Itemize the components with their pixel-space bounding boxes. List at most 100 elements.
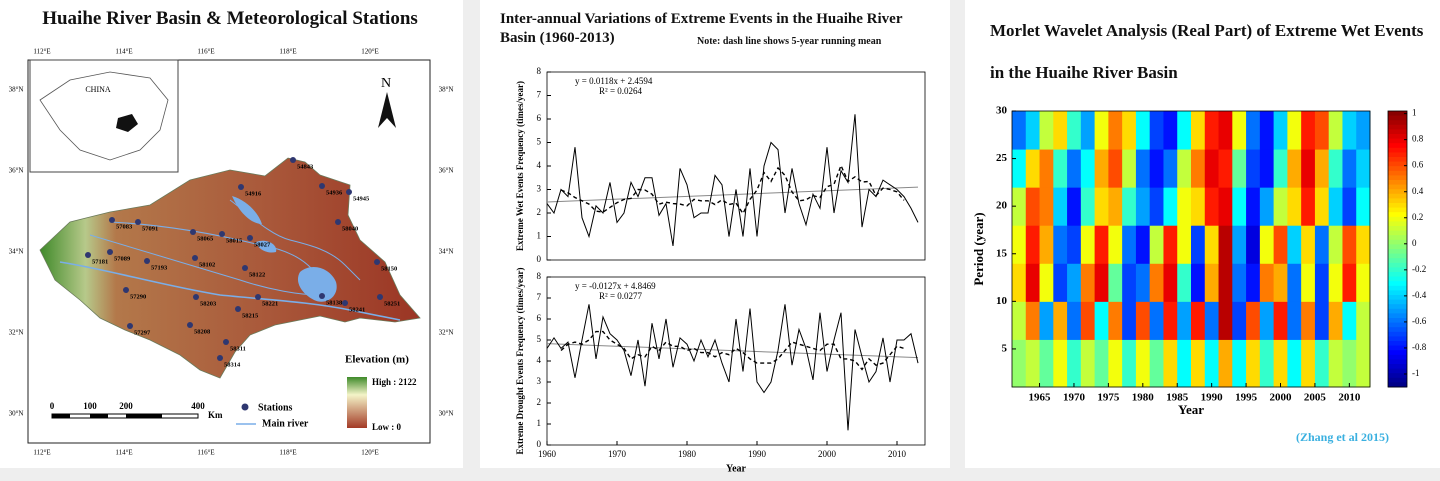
heat-cell (1135, 339, 1151, 388)
scale-label: 400 (191, 401, 205, 411)
heat-cell (1246, 339, 1261, 388)
station (193, 294, 199, 300)
lake (256, 240, 277, 253)
heat-cell (1328, 263, 1343, 302)
heat-cell (1025, 149, 1041, 188)
r-squared: R² = 0.0277 (599, 291, 643, 301)
heat-cell (1191, 225, 1206, 264)
heat-cell (1012, 301, 1027, 340)
legend-low: Low : 0 (372, 422, 401, 432)
plot-frame (546, 276, 926, 446)
colorbar-step (1388, 175, 1407, 181)
station-label: 54843 (297, 163, 314, 170)
heat-cell (1177, 301, 1192, 340)
heat-cell (1080, 149, 1096, 188)
heat-cell (1287, 225, 1302, 264)
legend-river: Main river (262, 418, 309, 429)
station-label: 58203 (200, 300, 217, 307)
y-tick-label: 4 (537, 355, 542, 365)
heat-cell (1246, 263, 1261, 302)
heat-cell (1080, 301, 1096, 340)
heat-cell (1314, 301, 1330, 340)
heat-cell (1204, 339, 1220, 388)
heat-cell (1273, 301, 1288, 340)
lat-label: 30°N (9, 410, 24, 418)
colorbar-step (1388, 203, 1407, 209)
heat-cell (1012, 149, 1027, 188)
heat-cell (1314, 339, 1330, 388)
lon-label: 112°E (33, 48, 50, 56)
x-tick-label: 1965 (1029, 392, 1052, 404)
colorbar-step (1388, 290, 1407, 296)
colorbar-step (1388, 262, 1407, 268)
y-tick-label: 5 (537, 334, 542, 344)
heat-cell (1204, 111, 1220, 150)
wavelet-title: Morlet Wavelet Analysis (Real Part) of E… (990, 21, 1424, 82)
heat-cell (1039, 149, 1054, 188)
y-tick-label: 5 (537, 137, 542, 147)
x-tick-label: 1995 (1235, 392, 1258, 404)
lon-label: 118°E (279, 449, 296, 457)
x-tick-label: 1990 (1201, 392, 1224, 404)
map-title: Huaihe River Basin & Meteorological Stat… (42, 8, 418, 29)
heat-cell (1177, 149, 1192, 188)
y-tick-label: 15 (996, 247, 1008, 259)
heat-cell (1356, 301, 1371, 340)
station (255, 294, 261, 300)
lat-label: 30°N (439, 410, 454, 418)
heat-cell (1273, 149, 1288, 188)
heat-cell (1218, 263, 1233, 302)
heat-cell (1149, 111, 1164, 150)
heat-cell (1246, 111, 1261, 150)
heat-cell (1314, 187, 1330, 226)
colorbar-step (1388, 166, 1407, 172)
x-tick-label: 1970 (608, 449, 627, 459)
colorbar-step (1388, 308, 1407, 314)
station (217, 355, 223, 361)
inset-box (29, 59, 179, 173)
colorbar-step (1388, 359, 1407, 365)
heat-cell (1273, 339, 1288, 388)
heat-cell (1356, 111, 1371, 150)
heat-cell (1342, 111, 1357, 150)
x-tick-label: 1970 (1063, 392, 1086, 404)
heat-cell (1232, 149, 1247, 188)
heat-cell (1246, 187, 1261, 226)
colorbar-step (1388, 276, 1407, 282)
y-tick-label: 1 (537, 231, 542, 241)
colorbar-step (1388, 189, 1407, 195)
heat-cell (1314, 263, 1330, 302)
heat-cell (1356, 339, 1371, 388)
colorbar-step (1388, 258, 1407, 264)
heat-cell (1067, 263, 1082, 302)
y-tick-label: 1 (537, 418, 542, 428)
heat-cell (1039, 301, 1054, 340)
colorbar-step (1388, 244, 1407, 250)
colorbar-step (1388, 331, 1407, 337)
x-tick-label: 2010 (1338, 392, 1361, 404)
heat-cell (1039, 111, 1054, 150)
heat-cell (1328, 339, 1343, 388)
station (319, 293, 325, 299)
y-axis-label: Extreme Wet Events Frequency (times/year… (515, 81, 525, 251)
heat-cell (1067, 149, 1082, 188)
scale-bar-segment (52, 414, 70, 418)
heat-cell (1273, 225, 1288, 264)
lake (297, 267, 337, 302)
y-tick-label: 6 (537, 113, 542, 123)
heat-cell (1342, 301, 1357, 340)
heat-cell (1356, 225, 1371, 264)
colorbar-step (1388, 212, 1407, 218)
station-label: 58102 (199, 261, 215, 268)
x-tick-label: 1990 (748, 449, 767, 459)
station (192, 255, 198, 261)
colorbar-step (1388, 170, 1407, 176)
colorbar-label: 0 (1412, 238, 1417, 248)
station (85, 252, 91, 258)
station (377, 294, 383, 300)
north-label: N (381, 76, 391, 91)
heat-cell (1163, 301, 1178, 340)
heat-cell (1328, 301, 1343, 340)
heat-cell (1122, 339, 1137, 388)
heat-cell (1191, 111, 1206, 150)
